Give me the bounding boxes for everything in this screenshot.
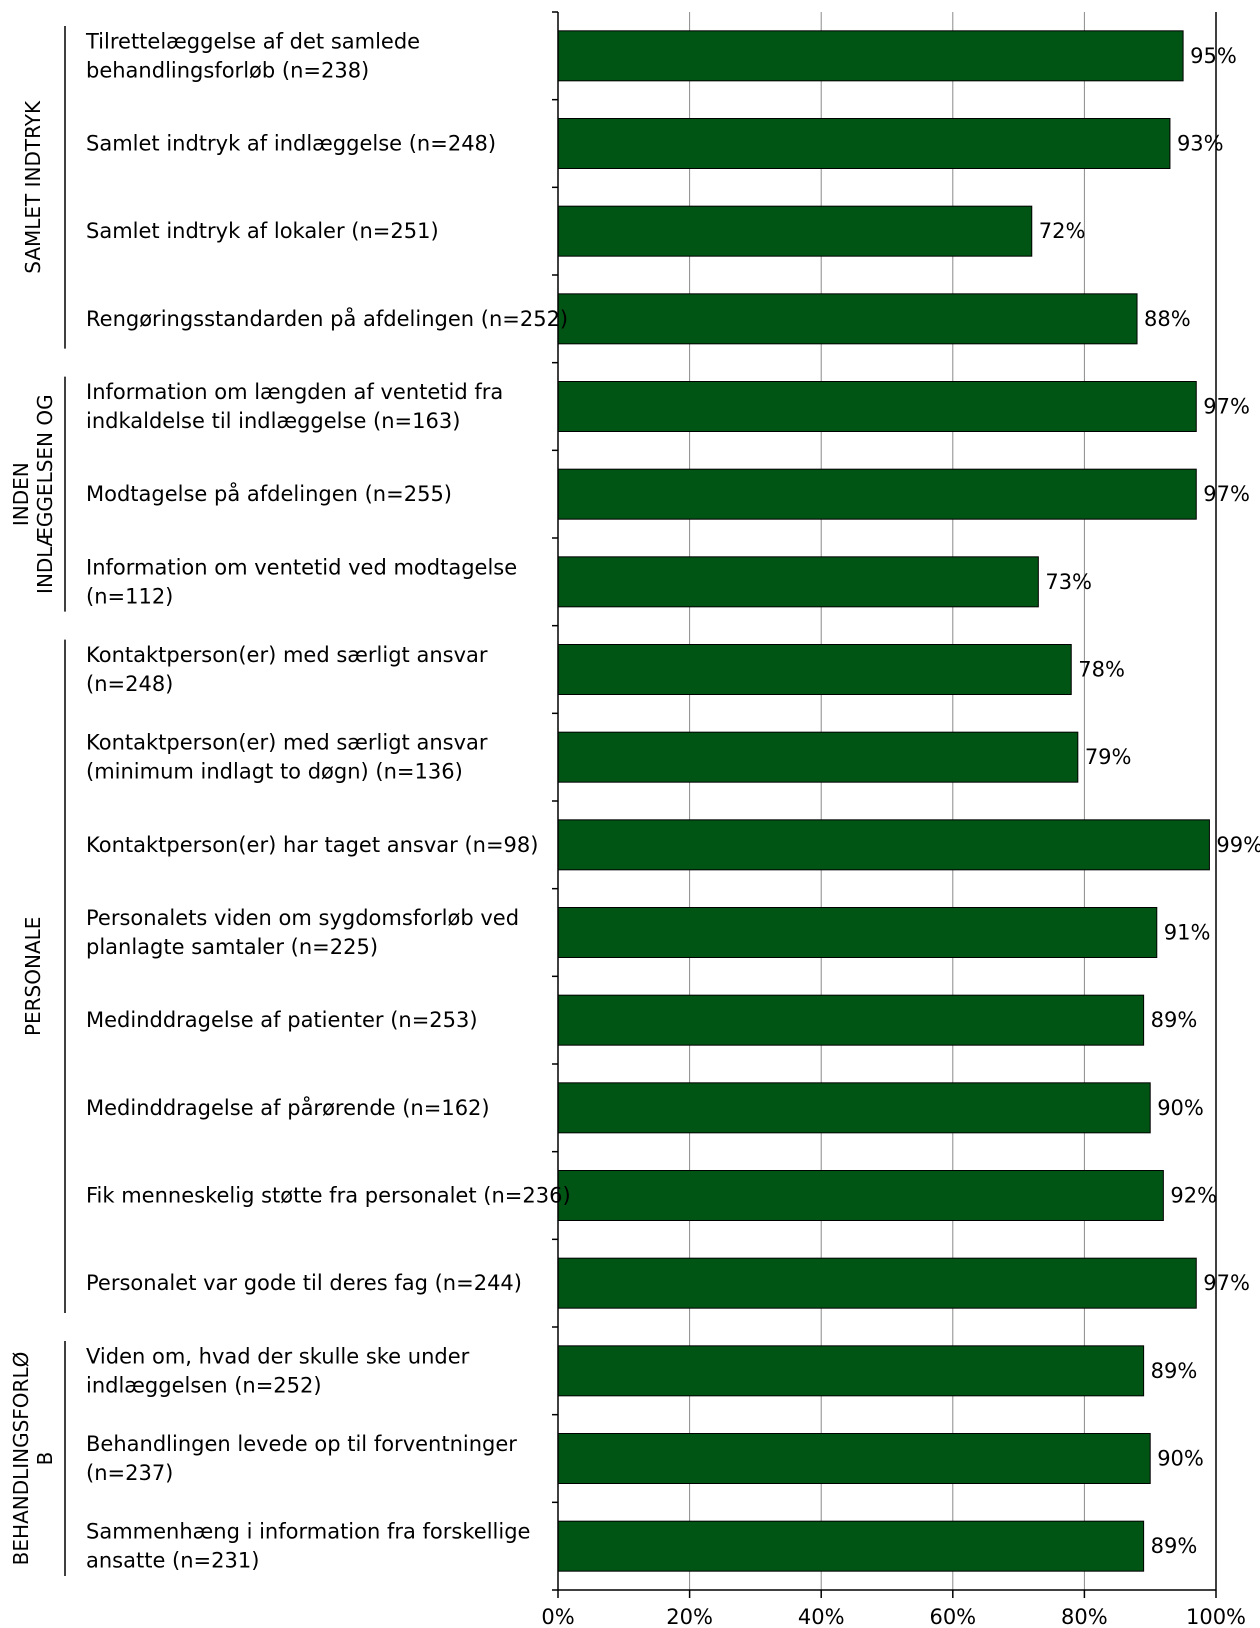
value-label: 73% [1045,570,1092,594]
bar [557,556,1039,608]
bar [557,731,1079,783]
bar [557,1520,1145,1572]
bar [557,293,1138,345]
category-label: Information om ventetid ved modtagelse (n… [86,555,517,608]
category-label: Samlet indtryk af lokaler (n=251) [86,219,439,243]
category-label: Kontaktperson(er) med særligt ansvar (n=2… [86,643,488,696]
bar [557,1345,1145,1397]
value-label: 97% [1203,1271,1250,1295]
group-label: INDEN [9,462,33,526]
x-tick-label: 20% [666,1605,713,1628]
bar [557,1170,1164,1221]
category-label: Medinddragelse af patienter (n=253) [86,1008,478,1032]
x-tick-label: 40% [798,1605,845,1628]
x-tick-label: 80% [1061,1605,1108,1628]
bar [557,1433,1151,1484]
bar [557,1257,1197,1309]
group-label: INDLÆGGELSEN OG [33,394,57,594]
bar [557,644,1072,695]
value-label: 91% [1164,921,1211,945]
bar [557,381,1197,432]
value-label: 72% [1039,219,1086,243]
x-tick-label: 60% [929,1605,976,1628]
x-tick-label: 100% [1186,1605,1246,1628]
bar [557,819,1210,871]
group-label: B [33,1452,57,1466]
category-label: Kontaktperson(er) med særligt ansvar (min… [86,731,488,784]
category-label: Samlet indtryk af indlæggelse (n=248) [86,132,496,156]
value-label: 90% [1157,1447,1204,1471]
category-label: Information om længden af ventetid fra in… [86,380,503,433]
bar [557,30,1184,82]
bar [557,468,1197,520]
value-label: 97% [1203,482,1250,506]
category-label: Kontaktperson(er) har taget ansvar (n=98… [86,833,538,857]
group-label: BEHANDLINGSFORLØ [9,1352,33,1566]
category-label: Modtagelse på afdelingen (n=255) [86,481,452,506]
bar [557,1082,1151,1134]
value-label: 88% [1144,307,1191,331]
value-label: 78% [1078,658,1125,682]
value-label: 89% [1151,1534,1198,1558]
value-label: 79% [1085,745,1132,769]
category-label: Personalets viden om sygdomsforløb ved pl… [86,906,519,959]
category-label: Sammenhæng i information fra forskellige… [86,1520,530,1573]
bar [557,205,1033,257]
value-label: 92% [1170,1184,1217,1208]
category-label: Medinddragelse af pårørende (n=162) [86,1095,490,1120]
value-label: 95% [1190,44,1237,68]
category-label: Behandlingen levede op til forventninger… [86,1432,517,1485]
category-label: Personalet var gode til deres fag (n=244… [86,1271,522,1295]
value-label: 99% [1216,833,1260,857]
value-label: 90% [1157,1096,1204,1120]
bar [557,907,1158,958]
category-label: Rengøringsstandarden på afdelingen (n=25… [86,306,568,331]
value-label: 89% [1151,1359,1198,1383]
category-label: Fik menneskelig støtte fra personalet (n… [86,1184,571,1208]
bar [557,994,1145,1046]
x-tick-label: 0% [541,1605,574,1628]
value-label: 89% [1151,1008,1198,1032]
category-label: Tilrettelæggelse af det samlede behandlin… [85,29,420,82]
bar [557,118,1171,169]
group-label: SAMLET INDTRYK [21,100,45,274]
category-label: Viden om, hvad der skulle ske under indlæ… [86,1344,470,1397]
group-label: PERSONALE [21,917,45,1036]
value-label: 97% [1203,395,1250,419]
